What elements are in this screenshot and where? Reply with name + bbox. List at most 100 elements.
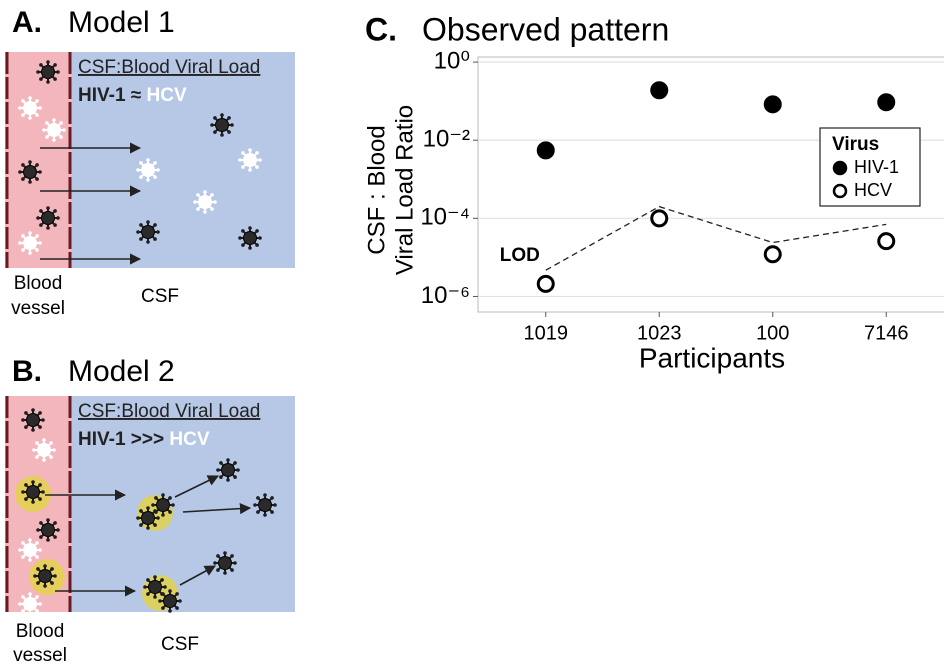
virus-name: HCV xyxy=(147,85,187,106)
hiv-virus-icon xyxy=(143,575,167,599)
virus-name: HCV xyxy=(169,429,209,450)
spike-tip xyxy=(255,229,259,233)
box-title: CSF:Blood Viral Load xyxy=(78,401,260,422)
spike-tip xyxy=(38,411,42,415)
spike-tip xyxy=(49,455,53,459)
lod-label: LOD xyxy=(500,245,540,266)
capsid xyxy=(37,443,51,457)
capsid xyxy=(23,543,37,557)
data-point xyxy=(877,232,896,251)
spike-tip xyxy=(241,151,245,155)
spike-tip xyxy=(56,216,60,220)
lod-line xyxy=(545,205,887,271)
spike-tip xyxy=(230,554,234,558)
spike-tip xyxy=(21,555,25,559)
spike-tip xyxy=(168,589,172,593)
capsid xyxy=(26,413,40,427)
spike-tip xyxy=(35,441,39,445)
spike-tip xyxy=(163,585,167,589)
spike-tip xyxy=(156,230,160,234)
csf-label: CSF xyxy=(161,634,199,655)
hiv-virus-icon xyxy=(21,408,45,432)
spike-tip xyxy=(38,497,42,501)
spike-tip xyxy=(21,234,25,238)
spike-tip xyxy=(233,461,237,465)
spike-tip xyxy=(146,240,150,244)
spike-tip xyxy=(18,170,22,174)
spike-tip xyxy=(49,441,53,445)
spike-tip xyxy=(53,63,57,67)
spike-tip xyxy=(160,578,164,582)
hiv-virus-icon xyxy=(253,493,277,517)
capsid xyxy=(221,463,235,477)
y-tick-label: 10⁰ xyxy=(434,47,470,74)
spike-tip xyxy=(258,158,262,162)
spike-tip xyxy=(146,592,150,596)
y-tick-label: 10⁻⁶ xyxy=(421,282,470,309)
capsid xyxy=(38,569,52,583)
spike-tip xyxy=(43,564,47,568)
hcv-virus-icon xyxy=(18,538,42,562)
capsid xyxy=(218,556,232,570)
spike-tip xyxy=(210,193,214,197)
spike-tip xyxy=(59,135,63,139)
spike-tip xyxy=(36,216,40,220)
spike-tip xyxy=(270,496,274,500)
relation-symbol: ≈ xyxy=(126,85,147,106)
hcv-virus-icon xyxy=(42,118,66,142)
spike-tip xyxy=(28,592,32,596)
spike-tip xyxy=(45,135,49,139)
data-point xyxy=(763,245,782,264)
data-point xyxy=(763,95,782,114)
hcv-virus-icon xyxy=(193,190,217,214)
spike-tip xyxy=(216,468,220,472)
spike-tip xyxy=(136,230,140,234)
capsid xyxy=(26,485,40,499)
spike-tip xyxy=(32,448,36,452)
relation: HIV-1 >>> HCV xyxy=(78,429,210,450)
spike-tip xyxy=(21,99,25,103)
hiv-virus-icon xyxy=(21,480,45,504)
spike-tip xyxy=(59,121,63,125)
arrow xyxy=(182,503,252,515)
spike-tip xyxy=(28,612,32,616)
spike-tip xyxy=(161,606,165,610)
spike-tip xyxy=(35,555,39,559)
spike-tip xyxy=(18,548,22,552)
spike-tip xyxy=(153,575,157,579)
x-tick-label: 1019 xyxy=(524,322,569,344)
spike-tip xyxy=(36,528,40,532)
spike-tip xyxy=(35,113,39,117)
spike-tip xyxy=(146,220,150,224)
spike-tip xyxy=(38,106,42,110)
spike-tip xyxy=(196,193,200,197)
spike-tip xyxy=(46,80,50,84)
hiv-virus-icon xyxy=(151,493,175,517)
hcv-virus-icon xyxy=(136,158,160,182)
capsid xyxy=(141,225,155,239)
spike-tip xyxy=(35,234,39,238)
capsid xyxy=(156,498,170,512)
arrow xyxy=(174,475,220,498)
spike-tip xyxy=(196,207,200,211)
capsid xyxy=(41,65,55,79)
spike-tip xyxy=(38,170,42,174)
spike-tip xyxy=(38,241,42,245)
spike-tip xyxy=(146,506,150,510)
spike-tip xyxy=(35,99,39,103)
legend-marker xyxy=(832,183,848,199)
spike-tip xyxy=(203,210,207,214)
capsid xyxy=(141,163,155,177)
spike-tip xyxy=(53,574,57,578)
csf-label: CSF xyxy=(141,286,179,307)
spike-tip xyxy=(238,236,242,240)
spike-tip xyxy=(39,223,43,227)
panel-letter: C. xyxy=(365,11,397,47)
virus-name: HIV-1 xyxy=(78,429,126,450)
spike-tip xyxy=(153,161,157,165)
panel-title: Model 2 xyxy=(68,355,175,388)
spike-tip xyxy=(39,63,43,67)
spike-tip xyxy=(56,528,60,532)
spike-tip xyxy=(35,595,39,599)
spike-tip xyxy=(46,518,50,522)
